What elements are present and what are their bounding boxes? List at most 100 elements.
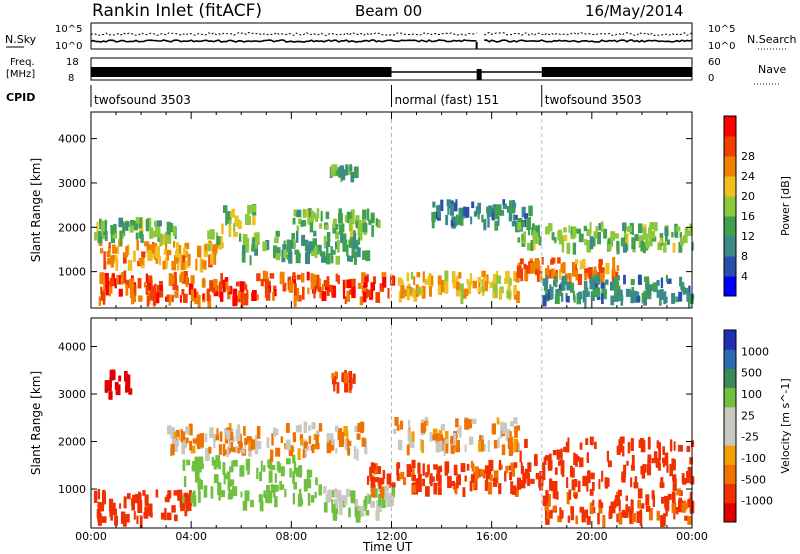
range-time-cell [123, 252, 129, 258]
range-time-cell [99, 248, 104, 254]
range-time-cell [480, 434, 484, 442]
range-time-cell [307, 492, 311, 506]
range-time-cell [456, 474, 461, 486]
range-time-cell [326, 284, 330, 297]
range-time-cell [591, 238, 595, 246]
range-time-cell [129, 225, 134, 233]
range-time-cell [686, 474, 690, 484]
range-time-cell [545, 226, 550, 235]
range-time-cell [582, 510, 586, 519]
range-time-cell [296, 288, 300, 301]
range-time-cell [149, 227, 154, 239]
range-time-cell [629, 514, 632, 524]
range-time-cell [361, 285, 366, 294]
range-time-cell [192, 490, 196, 502]
range-time-cell [293, 295, 297, 307]
cpid-segments: twofsound 3503 normal (fast) 151 twofsound… [90, 85, 642, 107]
range-time-cell [651, 490, 655, 500]
range-time-cell [621, 509, 626, 518]
range-time-cell [181, 505, 186, 511]
range-time-cell [138, 231, 142, 239]
nave-tick-high: 60 [708, 57, 721, 68]
range-time-cell [593, 231, 598, 239]
range-time-cell [226, 211, 232, 224]
range-time-cell [493, 276, 498, 284]
range-time-cell [506, 291, 512, 298]
range-time-cell [408, 466, 413, 472]
range-time-cell [103, 260, 107, 270]
range-time-cell [377, 219, 381, 229]
range-time-cell [212, 287, 217, 294]
range-time-cell [315, 215, 319, 222]
range-time-cell [578, 291, 583, 300]
range-time-cell [114, 278, 117, 289]
range-time-cell [408, 419, 411, 429]
range-time-cell [592, 289, 598, 298]
range-time-cell [379, 283, 385, 292]
range-time-cell [326, 276, 330, 288]
range-time-cell [326, 241, 329, 253]
range-time-cell [110, 513, 114, 521]
range-time-cell [150, 511, 153, 518]
range-time-cell [373, 276, 376, 284]
range-time-cell [205, 448, 210, 461]
range-time-cell [575, 259, 579, 265]
range-time-cell [367, 289, 372, 298]
range-time-cell [188, 423, 193, 436]
range-time-cell [370, 476, 376, 488]
range-time-cell [468, 419, 472, 429]
range-time-cell [375, 477, 380, 483]
range-time-cell [282, 282, 287, 292]
range-time-cell [350, 216, 355, 225]
range-time-cell [115, 258, 119, 271]
range-time-cell [527, 224, 531, 236]
range-time-cell [342, 279, 346, 292]
range-time-cell [167, 233, 172, 244]
range-time-cell [673, 441, 676, 451]
range-time-cell [189, 440, 192, 451]
range-time-cell [382, 470, 386, 479]
range-time-cell [645, 234, 649, 247]
range-time-cell [616, 265, 620, 271]
range-time-cell [527, 462, 532, 472]
range-time-cell [335, 447, 338, 454]
range-time-cell [280, 436, 284, 443]
range-time-cell [534, 258, 540, 270]
range-time-cell [213, 278, 218, 288]
range-time-cell [597, 272, 601, 279]
range-time-cell [571, 479, 576, 491]
range-time-cell [493, 439, 498, 449]
range-time-cell [298, 488, 302, 498]
range-time-cell [390, 275, 395, 285]
range-time-cell [283, 246, 288, 258]
range-time-cell [630, 464, 635, 471]
range-time-cell [125, 284, 129, 296]
range-time-cell [364, 495, 368, 509]
range-time-cell [391, 482, 396, 488]
range-time-cell [618, 439, 623, 451]
range-time-cell [359, 296, 364, 306]
range-time-cell [665, 274, 668, 282]
range-time-cell [131, 275, 134, 281]
range-time-cell [565, 273, 571, 280]
range-time-cell [273, 485, 276, 498]
range-time-cell [318, 423, 323, 432]
x-tick-label: 20:00 [576, 530, 608, 543]
range-time-cell [335, 168, 339, 176]
range-time-cell [672, 242, 676, 253]
range-time-cell [361, 437, 366, 447]
colorbar-cell [724, 176, 736, 197]
range-time-cell [254, 445, 259, 455]
range-time-cell [303, 479, 308, 492]
nsky-label: N.Sky [5, 33, 37, 46]
range-time-cell [162, 260, 166, 270]
range-time-cell [239, 281, 245, 292]
range-time-cell [653, 451, 658, 461]
range-time-cell [115, 384, 121, 396]
range-time-cell [184, 510, 188, 517]
range-time-cell [676, 488, 681, 496]
range-time-cell [155, 246, 160, 258]
range-time-cell [601, 293, 604, 304]
range-time-cell [340, 230, 343, 244]
